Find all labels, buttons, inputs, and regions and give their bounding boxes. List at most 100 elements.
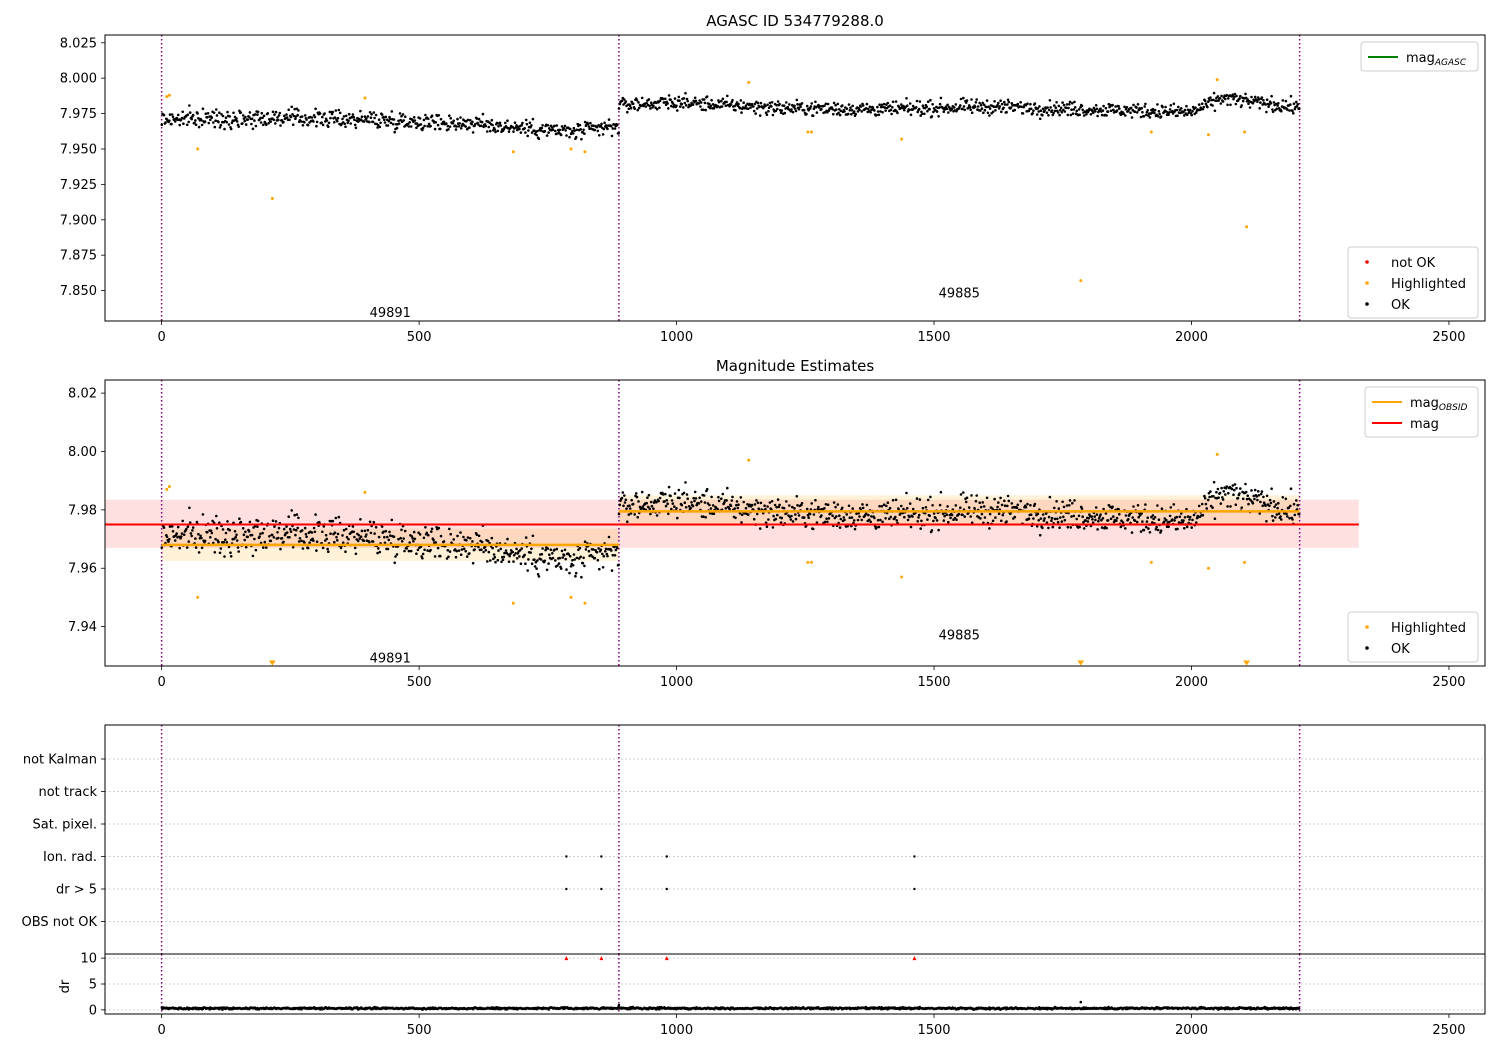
ok-point — [518, 549, 522, 552]
ok-point — [1019, 499, 1022, 503]
ok-point — [1232, 493, 1235, 497]
ok-point — [280, 119, 284, 122]
ok-point — [883, 106, 887, 109]
ok-point — [746, 107, 750, 111]
ok-point — [978, 101, 981, 105]
ok-point — [1044, 512, 1048, 515]
y-tick-label: 7.875 — [60, 249, 97, 264]
ok-point — [465, 555, 469, 558]
ok-point — [629, 512, 633, 515]
ok-point — [1068, 499, 1072, 502]
ok-point — [1279, 515, 1282, 518]
ok-point — [1241, 497, 1245, 501]
ok-point — [981, 501, 984, 504]
ok-point — [560, 549, 564, 553]
ok-point — [1265, 110, 1268, 114]
ok-point — [1075, 109, 1078, 113]
ok-point — [620, 496, 624, 500]
ok-point — [667, 485, 671, 489]
x-tick-label: 2500 — [1432, 1023, 1465, 1038]
ok-point — [185, 546, 189, 549]
ok-point — [626, 110, 629, 114]
ok-point — [277, 118, 280, 122]
ok-point — [848, 109, 852, 112]
ok-point — [429, 548, 432, 552]
y-tick-label: 8.00 — [68, 445, 97, 460]
highlighted-point — [1149, 130, 1153, 134]
ok-point — [269, 120, 273, 123]
ok-point — [421, 557, 424, 560]
ok-point — [876, 110, 880, 113]
ok-point — [808, 512, 812, 516]
ok-point — [839, 517, 843, 521]
ok-point — [1197, 103, 1201, 106]
ok-point — [725, 100, 728, 104]
highlighted-point — [1207, 133, 1210, 137]
ok-point — [345, 535, 349, 539]
ok-point — [926, 518, 929, 521]
ok-point — [934, 516, 937, 520]
ok-point — [293, 513, 297, 517]
ok-point — [967, 506, 971, 509]
ok-point — [997, 501, 1000, 504]
ok-point — [677, 488, 681, 492]
ok-point — [755, 512, 759, 516]
ok-point — [1262, 98, 1265, 102]
ok-point — [204, 112, 208, 115]
ok-point — [206, 531, 209, 534]
ok-point — [1072, 108, 1076, 111]
ok-point — [1093, 515, 1096, 518]
ok-point — [671, 502, 675, 505]
ok-point — [610, 124, 613, 128]
ok-point — [244, 115, 247, 119]
ok-point — [301, 547, 305, 550]
ok-point — [850, 113, 853, 116]
ok-point — [327, 121, 331, 125]
ok-point — [979, 517, 982, 520]
ok-point — [888, 104, 892, 107]
ok-point — [647, 98, 651, 101]
ok-point — [531, 534, 535, 538]
ok-point — [382, 115, 385, 119]
ok-point — [841, 506, 844, 510]
ok-point — [1232, 97, 1235, 101]
ok-point — [1062, 505, 1066, 509]
ok-point — [398, 112, 402, 115]
ok-point — [239, 520, 243, 524]
ok-point — [526, 134, 529, 138]
ok-point — [774, 517, 778, 521]
ok-point — [468, 126, 471, 129]
ok-point — [979, 103, 983, 107]
ok-point — [274, 122, 277, 125]
ok-point — [1148, 116, 1152, 119]
ok-point — [975, 98, 978, 101]
ok-point — [690, 501, 693, 504]
ok-point — [845, 513, 849, 516]
ok-point — [282, 120, 285, 124]
ok-point — [637, 106, 641, 110]
ok-point — [347, 537, 350, 541]
ok-point — [573, 558, 576, 561]
ok-point — [344, 550, 347, 553]
ok-point — [617, 563, 620, 567]
ok-point — [377, 547, 380, 550]
ok-point — [1178, 515, 1182, 518]
ok-point — [285, 116, 289, 119]
highlighted-point — [270, 197, 274, 200]
ok-point — [1251, 502, 1255, 505]
ok-point — [1099, 513, 1102, 516]
ok-point — [583, 132, 586, 135]
ok-point — [896, 111, 899, 115]
ok-point — [837, 111, 840, 115]
ok-point — [1111, 505, 1114, 509]
obsid-label: 49891 — [370, 306, 411, 321]
flag-point — [600, 887, 603, 891]
legend-label: not OK — [1391, 256, 1436, 271]
ok-point — [1258, 107, 1261, 110]
ok-point — [667, 94, 671, 97]
ok-point — [932, 512, 936, 515]
ok-point — [1163, 517, 1167, 520]
ok-point — [729, 103, 733, 106]
ok-point — [494, 560, 497, 564]
ok-point — [1292, 112, 1295, 115]
